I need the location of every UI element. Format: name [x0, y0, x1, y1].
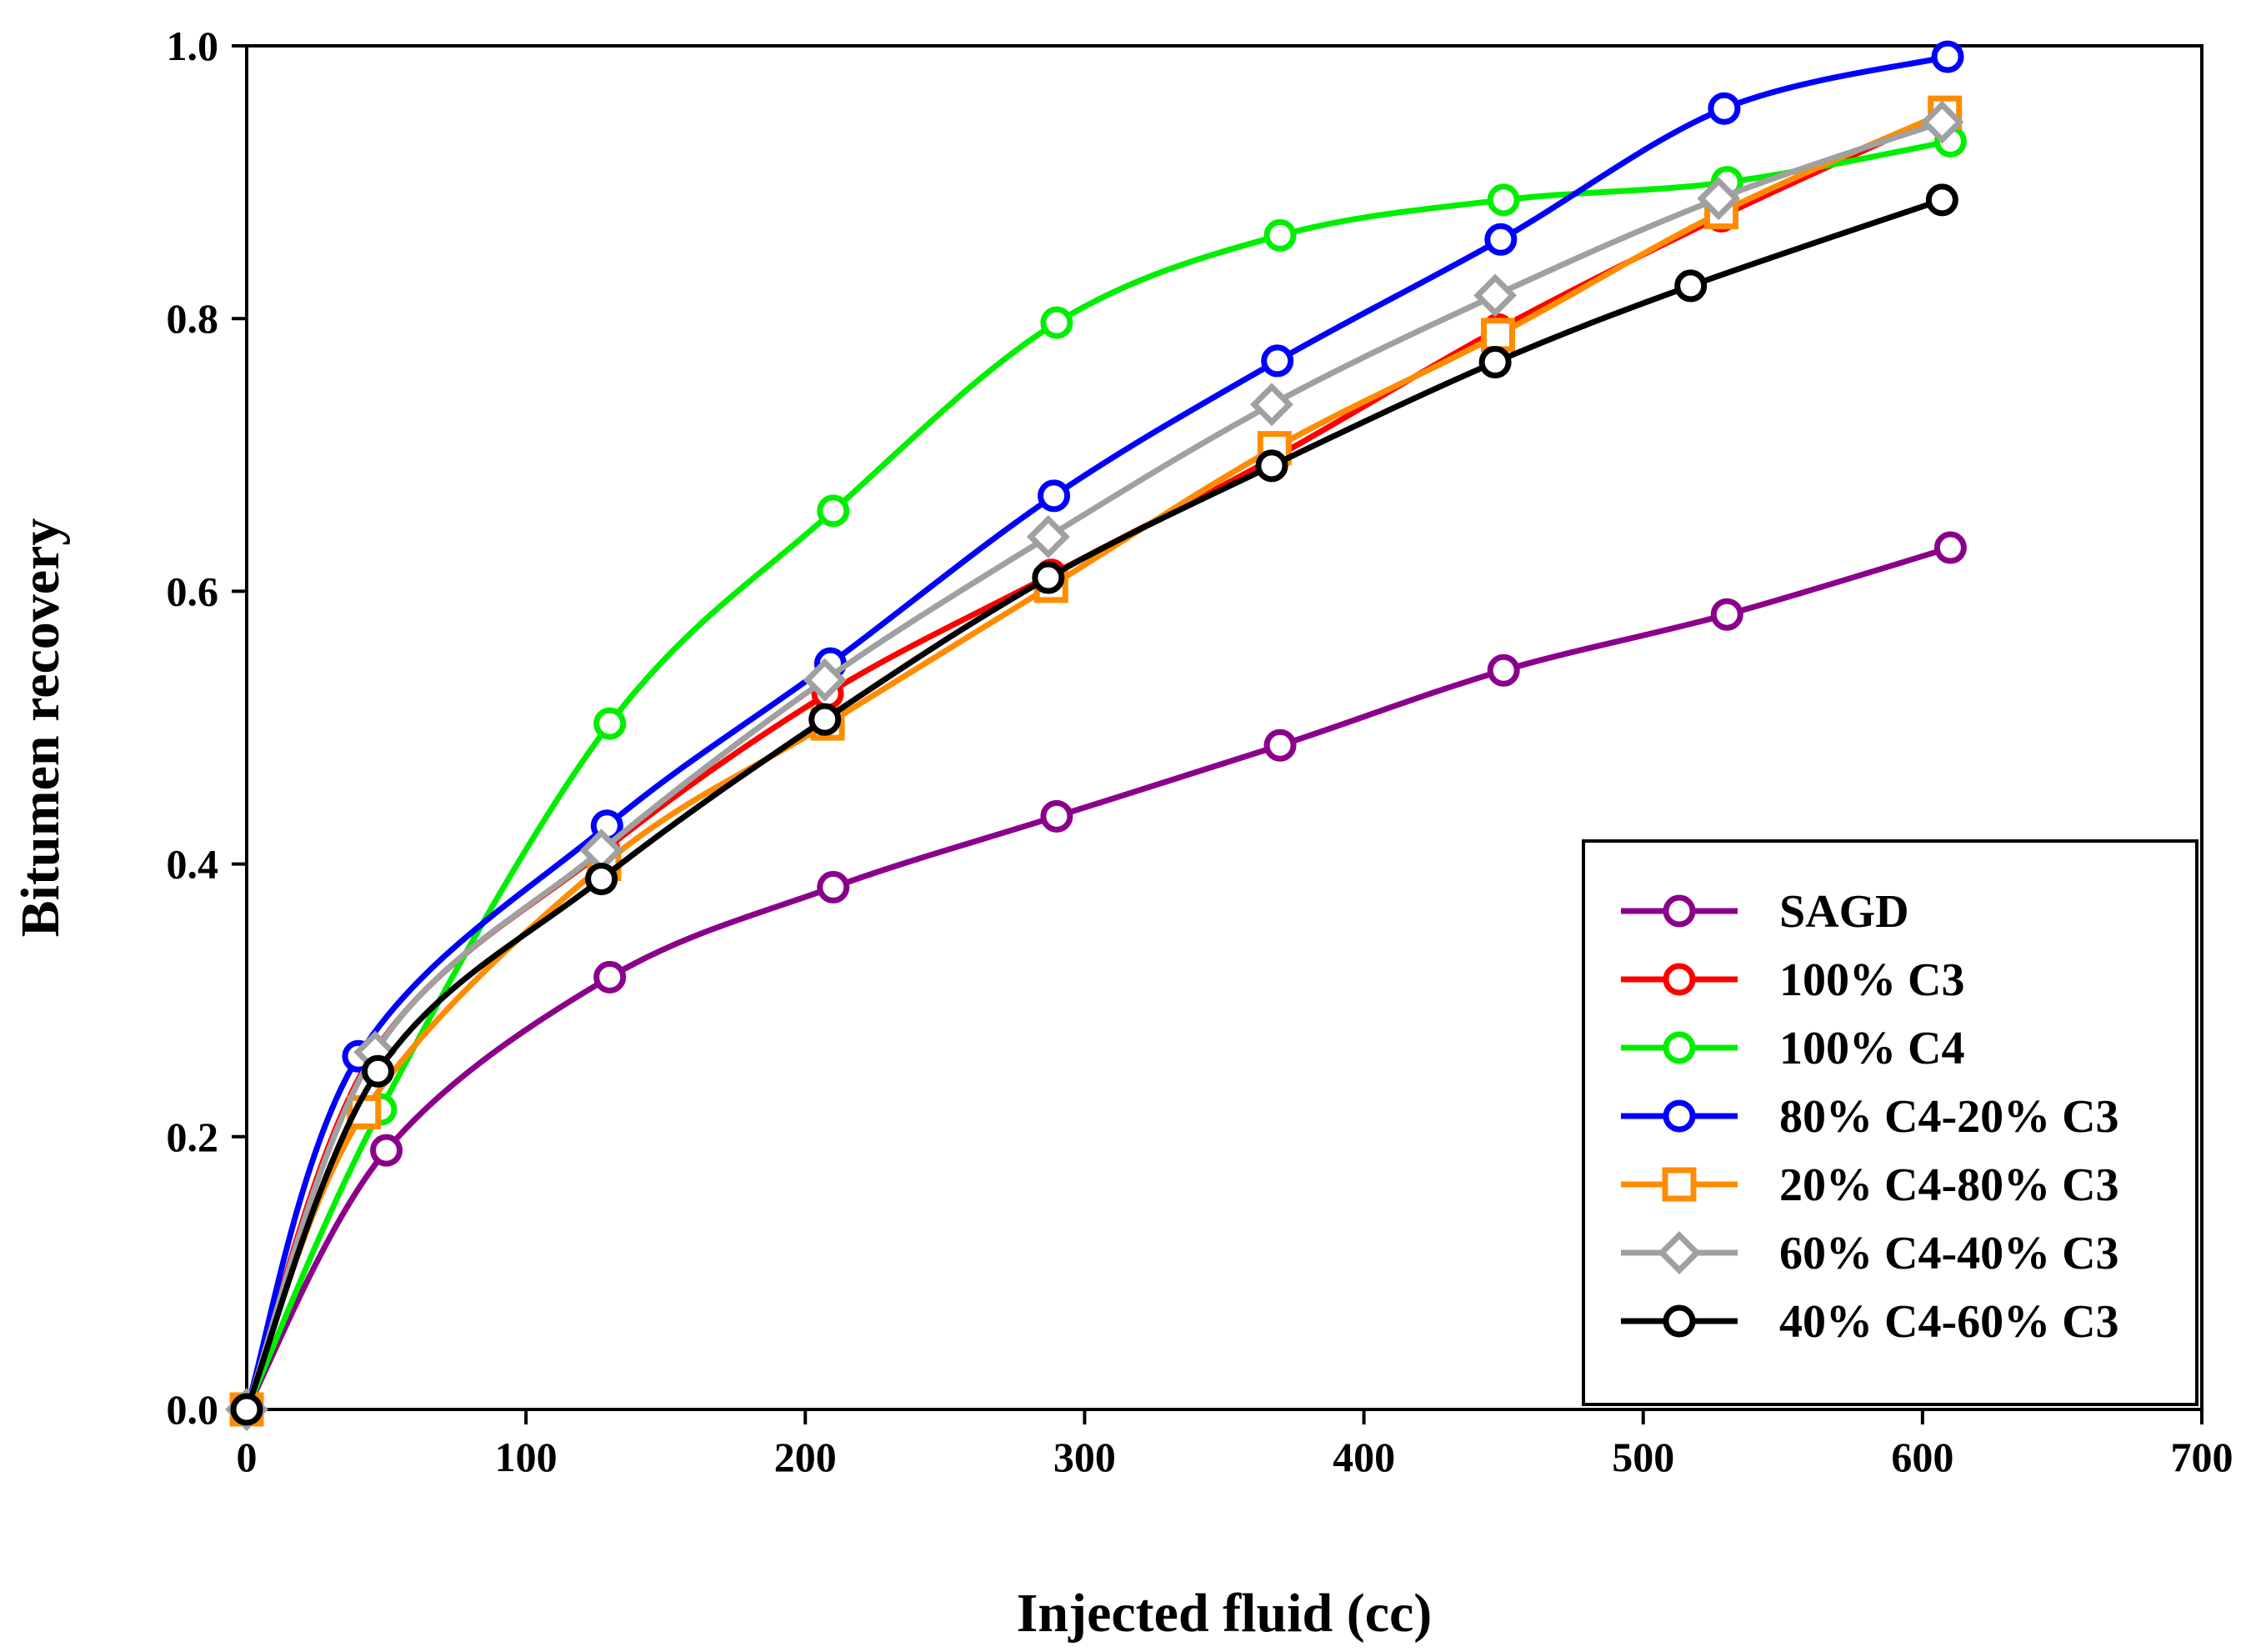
y-tick-label: 0.4: [167, 841, 219, 888]
legend-label: 40% C4-60% C3: [1779, 1296, 2119, 1348]
data-point: [1933, 531, 1967, 564]
legend-entry: 100% C4: [1621, 1023, 1964, 1074]
y-axis-title: Bitumen recovery: [10, 518, 71, 938]
data-point: [1038, 479, 1071, 513]
data-point: [1478, 346, 1512, 379]
data-point: [1487, 183, 1520, 217]
y-tick-label: 0.6: [167, 568, 219, 614]
series-line: [243, 119, 1945, 1413]
data-point: [1480, 318, 1515, 353]
axes: 0 100 200 300 400 500 600 700 0.0 0.2 0.4 0.6 0.8 1.0: [167, 23, 2233, 1480]
data-point: [1263, 728, 1297, 762]
data-point: [1931, 40, 1964, 73]
x-tick-label: 700: [2171, 1434, 2233, 1480]
data-point: [1040, 799, 1073, 833]
x-tick-label: 600: [1891, 1434, 1953, 1480]
y-tick-label: 0.0: [167, 1386, 219, 1433]
series-line: [243, 109, 1948, 1413]
data-point: [1032, 561, 1065, 594]
data-point: [230, 1393, 263, 1426]
series-line: [243, 53, 1951, 1413]
legend-label: 100% C3: [1779, 954, 1964, 1006]
data-point: [362, 1054, 395, 1088]
y-tick-label: 1.0: [167, 23, 219, 69]
data-point: [1484, 223, 1518, 256]
y-tick-label: 0.2: [167, 1114, 219, 1160]
legend-entry: 80% C4-20% C3: [1621, 1091, 2119, 1143]
legend-label: SAGD: [1779, 886, 1909, 938]
data-point: [1255, 449, 1288, 483]
data-point: [808, 703, 842, 736]
legend-marker: [1663, 1304, 1696, 1338]
series-line: [243, 197, 1945, 1413]
data-point: [1040, 306, 1073, 339]
data-point: [1250, 383, 1293, 427]
x-tick-label: 100: [495, 1434, 558, 1480]
x-tick-label: 400: [1333, 1434, 1395, 1480]
legend-marker: [1663, 1031, 1696, 1064]
legend-entry: 100% C3: [1621, 954, 1964, 1006]
data-point: [817, 494, 850, 528]
data-point: [1026, 515, 1070, 558]
data-point: [593, 707, 627, 740]
data-point: [1263, 218, 1297, 252]
legend-marker: [1663, 963, 1696, 996]
data-point: [803, 658, 847, 702]
data-point: [1261, 344, 1294, 378]
x-axis-title: Injected fluid (cc): [1017, 1583, 1433, 1644]
legend-label: 100% C4: [1779, 1023, 1964, 1074]
legend-marker: [1662, 1167, 1697, 1202]
data-point: [1920, 100, 1964, 144]
legend-label: 20% C4-80% C3: [1779, 1159, 2119, 1211]
legend-label: 80% C4-20% C3: [1779, 1091, 2119, 1143]
data-point: [1710, 598, 1743, 631]
data-point: [1697, 177, 1741, 221]
legend-entry: 40% C4-60% C3: [1621, 1296, 2119, 1348]
legend-entry: 60% C4-40% C3: [1621, 1228, 2119, 1279]
legend-marker: [1663, 894, 1696, 928]
series-6: [225, 100, 1964, 1431]
data-point: [1473, 273, 1518, 318]
legend-marker: [1663, 1099, 1696, 1133]
series-7: [230, 183, 1958, 1426]
data-point: [370, 1134, 403, 1167]
legend: SAGD 100% C3 100% C4 80% C4-20% C3 20% C4-80…: [1582, 839, 2198, 1406]
x-tick-label: 500: [1612, 1434, 1674, 1480]
series-line: [243, 138, 1953, 1413]
legend-entry: 20% C4-80% C3: [1621, 1159, 2119, 1211]
x-tick-label: 300: [1053, 1434, 1116, 1480]
data-point: [1674, 269, 1708, 303]
series-layer: [225, 40, 1967, 1431]
legend-entry: SAGD: [1621, 886, 1909, 938]
data-point: [1925, 183, 1958, 217]
series-line: [243, 544, 1953, 1413]
data-point: [817, 870, 850, 904]
data-point: [1708, 92, 1741, 125]
data-point: [593, 960, 627, 994]
legend-marker: [1658, 1231, 1701, 1274]
y-tick-label: 0.8: [167, 295, 219, 342]
legend-label: 60% C4-40% C3: [1779, 1228, 2119, 1279]
x-tick-label: 0: [237, 1434, 258, 1480]
data-point: [1487, 653, 1520, 687]
x-tick-label: 200: [774, 1434, 837, 1480]
data-point: [585, 863, 618, 896]
plot-area-frame: [245, 44, 2203, 1411]
